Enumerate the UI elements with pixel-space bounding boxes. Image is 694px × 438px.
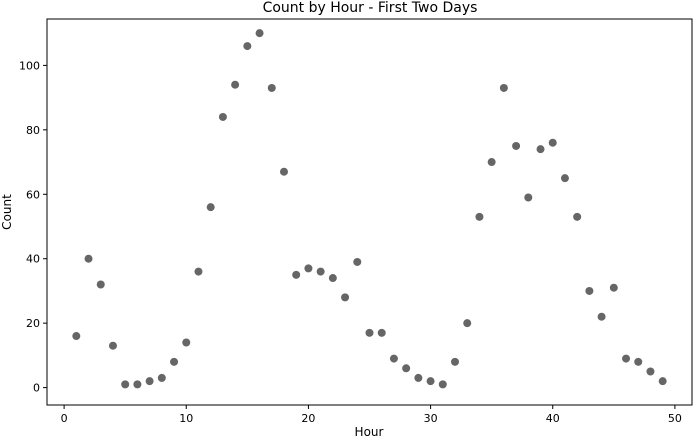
data-point	[585, 286, 594, 295]
data-point	[255, 29, 264, 38]
data-point	[597, 312, 606, 321]
data-point	[145, 377, 154, 386]
chart-title: Count by Hour - First Two Days	[263, 0, 478, 16]
x-tick-label: 50	[668, 412, 682, 425]
data-point	[121, 380, 130, 389]
data-points	[72, 29, 667, 389]
data-point	[279, 167, 288, 176]
x-axis-label: Hour	[355, 425, 384, 438]
y-axis-label: Count	[0, 194, 14, 230]
y-tick-label: 20	[26, 317, 40, 330]
data-point	[96, 280, 105, 289]
data-point	[377, 328, 386, 337]
x-tick-label: 20	[301, 412, 315, 425]
data-point	[133, 380, 142, 389]
data-point	[463, 319, 472, 328]
data-point	[72, 332, 81, 341]
axis-ticks: 0 10 20 30 40 50 0 20 40 60 80 100	[19, 59, 682, 425]
y-tick-label: 40	[26, 253, 40, 266]
y-tick-label: 100	[19, 59, 40, 72]
data-point	[316, 267, 325, 276]
data-point	[365, 328, 374, 337]
data-point	[646, 367, 655, 376]
data-point	[243, 42, 252, 51]
x-tick-label: 30	[424, 412, 438, 425]
data-point	[341, 293, 350, 302]
data-point	[609, 283, 618, 292]
data-point	[182, 338, 191, 347]
data-point	[231, 80, 240, 89]
data-point	[292, 270, 301, 279]
data-point	[548, 138, 557, 147]
data-point	[438, 380, 447, 389]
data-point	[328, 274, 337, 283]
data-point	[658, 377, 667, 386]
data-point	[499, 83, 508, 92]
x-tick-label: 10	[179, 412, 193, 425]
data-point	[267, 83, 276, 92]
data-point	[560, 174, 569, 183]
data-point	[218, 112, 227, 121]
data-point	[573, 212, 582, 221]
data-point	[304, 264, 313, 273]
y-tick-label: 0	[33, 382, 40, 395]
y-tick-label: 80	[26, 124, 40, 137]
plot-frame	[46, 18, 693, 406]
data-point	[414, 373, 423, 382]
data-point	[451, 357, 460, 366]
data-point	[353, 257, 362, 266]
data-point	[108, 341, 117, 350]
data-point	[426, 377, 435, 386]
data-point	[512, 141, 521, 150]
y-tick-label: 60	[26, 188, 40, 201]
x-tick-label: 40	[546, 412, 560, 425]
data-point	[402, 364, 411, 373]
x-tick-label: 0	[61, 412, 68, 425]
data-point	[475, 212, 484, 221]
data-point	[622, 354, 631, 363]
data-point	[157, 373, 166, 382]
data-point	[84, 254, 93, 263]
data-point	[170, 357, 179, 366]
data-point	[389, 354, 398, 363]
data-point	[524, 193, 533, 202]
data-point	[536, 145, 545, 154]
data-point	[194, 267, 203, 276]
data-point	[206, 203, 215, 212]
data-point	[634, 357, 643, 366]
data-point	[487, 158, 496, 167]
